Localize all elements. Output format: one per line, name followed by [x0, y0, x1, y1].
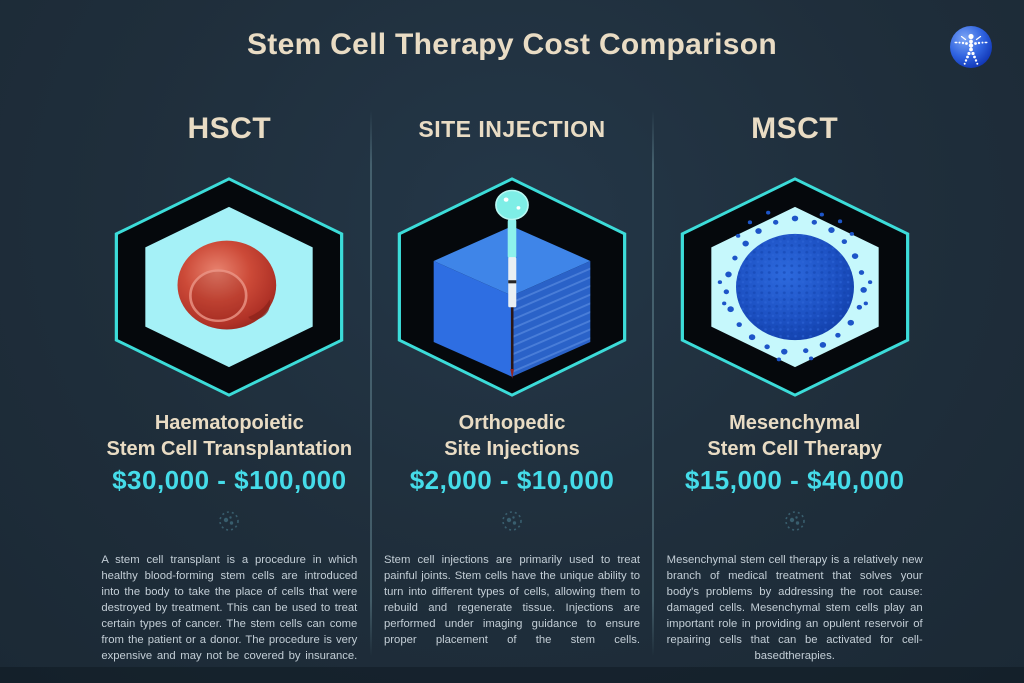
therapy-name-line2: Stem Cell Transplantation	[106, 438, 353, 460]
page-header: Stem Cell Therapy Cost Comparison	[0, 0, 1024, 68]
therapy-name: Orthopedic Site Injections	[372, 410, 653, 462]
cell-glyph-icon	[89, 508, 370, 534]
therapy-description: Mesenchymal stem cell therapy is a relat…	[666, 554, 923, 662]
therapy-name-line1: Haematopoietic	[154, 412, 304, 434]
column-hsct: HSCT	[89, 108, 370, 664]
column-site-injection: SITE INJECTION	[372, 108, 653, 664]
therapy-description: A stem cell transplant is a procedure in…	[101, 554, 358, 662]
cell-glyph-icon	[372, 508, 653, 534]
therapy-name-line2: Site Injections	[444, 438, 580, 460]
column-header-site-injection: SITE INJECTION	[418, 115, 606, 142]
therapy-name-line2: Stem Cell Therapy	[707, 438, 882, 460]
cell-cluster-icon	[654, 176, 935, 398]
stem-cell-logo-icon	[948, 24, 994, 70]
price-range: $30,000 - $100,000	[112, 465, 347, 495]
page-title: Stem Cell Therapy Cost Comparison	[246, 28, 777, 61]
column-divider	[652, 110, 655, 656]
price-range: $15,000 - $40,000	[684, 465, 905, 495]
therapy-name: Mesenchymal Stem Cell Therapy	[654, 410, 935, 462]
column-header-msct: MSCT	[751, 112, 839, 145]
therapy-name-line1: Orthopedic	[458, 412, 566, 434]
red-blood-cell-icon	[89, 176, 370, 398]
therapy-name-line1: Mesenchymal	[729, 412, 861, 434]
column-header-hsct: HSCT	[187, 112, 272, 145]
column-msct: MSCT	[654, 108, 935, 664]
price-range: $2,000 - $10,000	[409, 465, 615, 495]
therapy-description: Stem cell injections are primarily used …	[384, 554, 640, 646]
therapy-name: Haematopoietic Stem Cell Transplantation	[89, 410, 370, 462]
cell-glyph-icon	[654, 508, 935, 534]
comparison-columns: HSCT	[89, 108, 935, 664]
injection-cube-icon	[372, 176, 653, 398]
column-divider	[369, 110, 372, 656]
